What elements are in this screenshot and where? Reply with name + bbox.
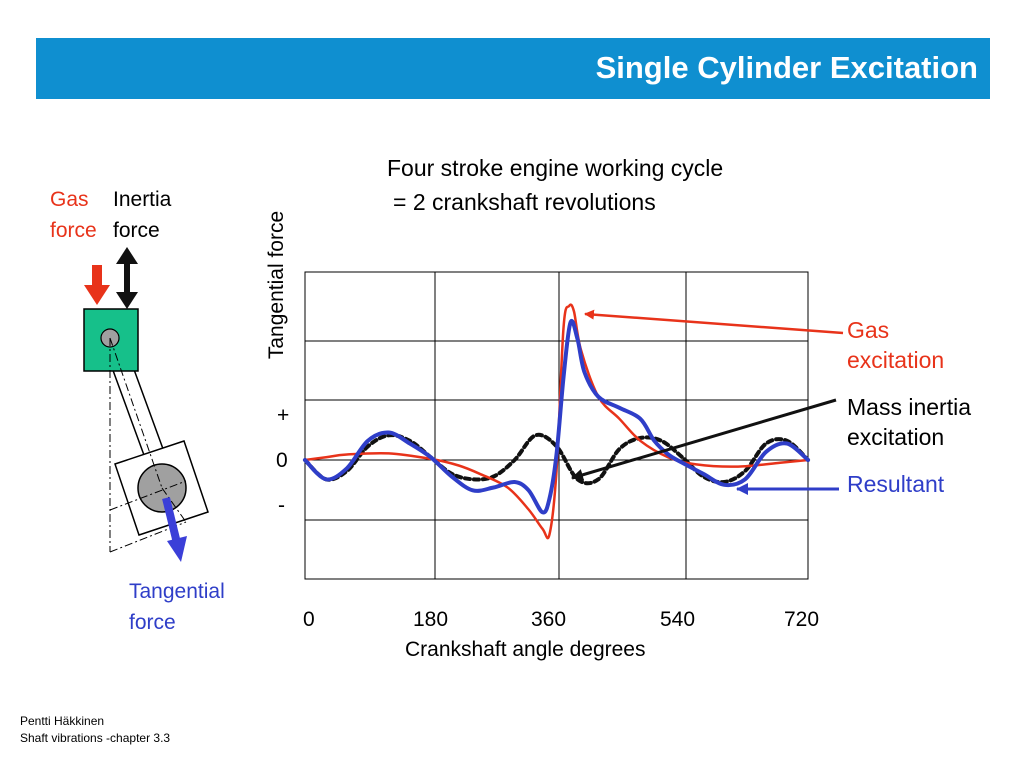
legend-resultant: Resultant [847,471,945,497]
footer-chapter: Shaft vibrations -chapter 3.3 [20,731,171,745]
legend-gas-line-2: excitation [847,347,945,373]
legend-gas-excitation: Gas excitation [847,315,944,375]
tangential-force-label-line-2: force [129,611,176,634]
legend-inertia-line-1: Mass inertia [847,394,971,420]
gas-force-label-line-1: Gas [50,188,89,211]
x-tick-540: 540 [660,608,696,631]
tangential-force-arrow-icon [162,497,187,562]
inertia-force-label-line-1: Inertia [113,188,172,211]
x-tick-180: 180 [413,608,449,631]
gas-force-label: Gas force [50,184,97,246]
tangential-force-label: Tangential force [129,576,225,638]
footer-author: Pentti Häkkinen [20,714,105,728]
subtitle-line-2: = 2 crankshaft revolutions [393,189,656,215]
tangential-force-label-line-1: Tangential [129,580,225,603]
y-tick-minus: - [278,494,285,517]
title-bar: Single Cylinder Excitation [36,38,990,99]
inertia-force-arrow-icon [116,247,138,309]
x-tick-360: 360 [531,608,567,631]
chart-frame [304,271,809,580]
x-tick-0: 0 [303,608,315,631]
x-tick-720: 720 [784,608,820,631]
chart-x-axis-label: Crankshaft angle degrees [405,638,646,661]
engine-mechanism [83,247,209,562]
inertia-force-label: Inertia force [113,184,171,246]
chart-plot-area [303,271,810,580]
inertia-annotation-arrow [571,398,837,481]
y-tick-zero: 0 [276,449,288,472]
gas-annotation-arrow [584,309,844,335]
chart-series-layer [303,303,810,540]
gas-force-arrow-icon [84,265,110,305]
resultant-line [303,319,810,515]
y-tick-plus: + [277,404,290,427]
slide-title: Single Cylinder Excitation [595,50,978,85]
legend-inertia-excitation: Mass inertia excitation [847,392,971,452]
subtitle-line-1: Four stroke engine working cycle [387,155,724,181]
legend-inertia-line-2: excitation [847,424,945,450]
inertia-force-label-line-2: force [113,219,160,242]
legend-gas-line-1: Gas [847,317,890,343]
gas-force-label-line-2: force [50,219,97,242]
